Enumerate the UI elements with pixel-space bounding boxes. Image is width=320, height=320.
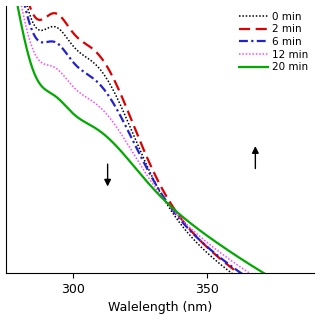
12 min bbox=[186, 223, 189, 227]
20 min bbox=[58, 99, 62, 102]
6 min bbox=[210, 249, 214, 253]
2 min bbox=[143, 152, 147, 156]
6 min bbox=[313, 312, 316, 316]
6 min bbox=[186, 226, 189, 230]
Line: 12 min: 12 min bbox=[5, 0, 315, 308]
0 min bbox=[83, 54, 87, 58]
6 min bbox=[236, 269, 240, 273]
0 min bbox=[236, 276, 240, 280]
6 min bbox=[58, 44, 62, 48]
0 min bbox=[313, 317, 316, 320]
2 min bbox=[83, 42, 87, 45]
20 min bbox=[313, 299, 316, 302]
X-axis label: Walelength (nm): Walelength (nm) bbox=[108, 301, 212, 315]
2 min bbox=[236, 271, 240, 275]
12 min bbox=[83, 94, 87, 98]
2 min bbox=[58, 14, 62, 18]
20 min bbox=[143, 178, 147, 182]
12 min bbox=[58, 70, 62, 74]
6 min bbox=[143, 164, 147, 167]
Line: 0 min: 0 min bbox=[5, 0, 315, 319]
2 min bbox=[313, 314, 316, 317]
Line: 20 min: 20 min bbox=[5, 0, 315, 300]
0 min bbox=[58, 28, 62, 32]
0 min bbox=[143, 160, 147, 164]
6 min bbox=[83, 71, 87, 75]
2 min bbox=[186, 225, 189, 229]
12 min bbox=[143, 171, 147, 174]
Line: 2 min: 2 min bbox=[5, 0, 315, 316]
Legend: 0 min, 2 min, 6 min, 12 min, 20 min: 0 min, 2 min, 6 min, 12 min, 20 min bbox=[237, 11, 309, 73]
12 min bbox=[236, 264, 240, 268]
20 min bbox=[186, 219, 189, 223]
20 min bbox=[236, 255, 240, 259]
12 min bbox=[210, 244, 214, 248]
Line: 6 min: 6 min bbox=[5, 0, 315, 314]
20 min bbox=[210, 237, 214, 241]
20 min bbox=[83, 120, 87, 124]
0 min bbox=[186, 231, 189, 235]
2 min bbox=[210, 250, 214, 253]
12 min bbox=[313, 306, 316, 310]
0 min bbox=[210, 255, 214, 259]
